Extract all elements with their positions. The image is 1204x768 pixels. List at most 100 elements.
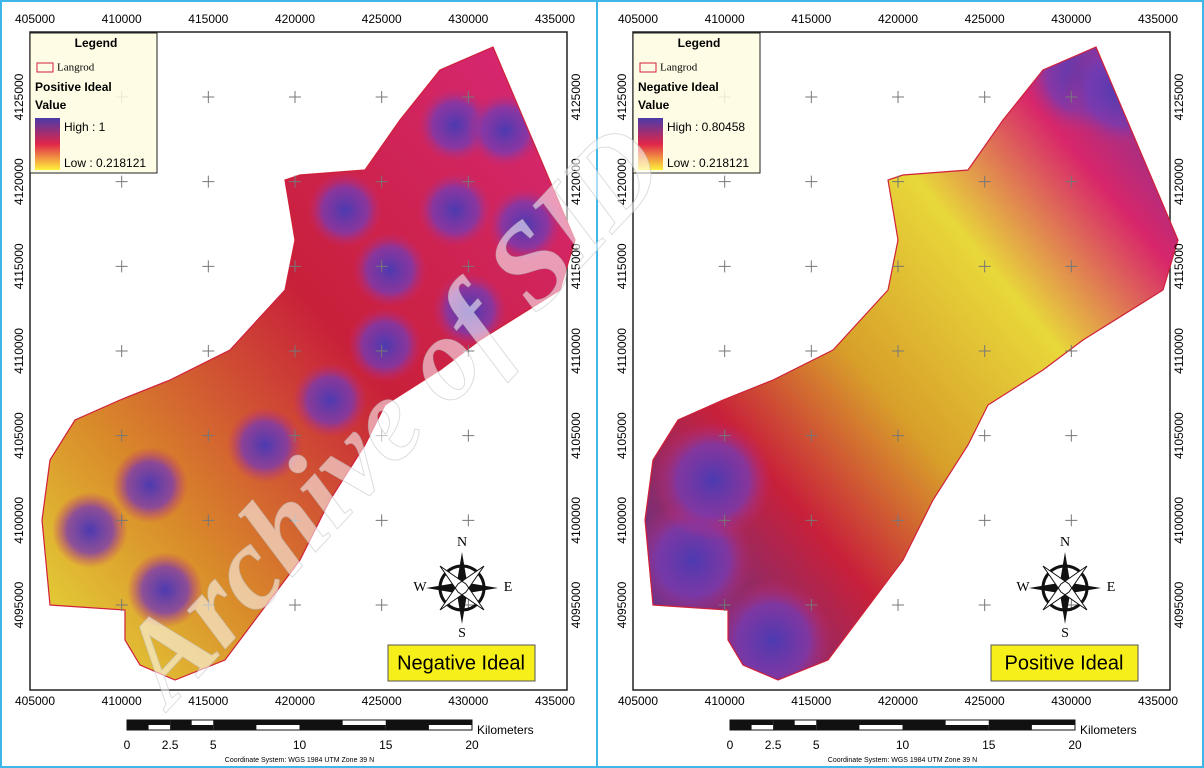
scale-bar-segment xyxy=(816,725,859,730)
legend-field-sub: Value xyxy=(638,98,670,112)
coordinate-system: Coordinate System: WGS 1984 UTM Zone 39 … xyxy=(828,757,977,764)
y-tick-label-right: 4100000 xyxy=(1172,497,1186,544)
legend-high: High : 0.80458 xyxy=(667,120,745,134)
x-tick-label-top: 430000 xyxy=(448,12,488,26)
scale-bar-segment xyxy=(903,720,946,725)
scale-bar-segment xyxy=(989,720,1075,725)
legend-low: Low : 0.218121 xyxy=(667,156,749,170)
x-tick-label-top: 405000 xyxy=(618,12,658,26)
scale-bar-segment xyxy=(989,725,1032,730)
scale-bar-segment xyxy=(773,720,795,725)
legend-ramp xyxy=(35,118,60,170)
x-tick-label-bottom: 415000 xyxy=(791,694,831,708)
legend-low: Low : 0.218121 xyxy=(64,156,146,170)
scale-bar-segment xyxy=(816,720,902,725)
compass-e: E xyxy=(1107,580,1116,595)
scale-bar-segment xyxy=(386,725,429,730)
scale-tick-label: 10 xyxy=(896,738,910,752)
x-tick-label-bottom: 435000 xyxy=(535,694,575,708)
y-tick-label-left: 4120000 xyxy=(12,158,26,205)
raster-cluster xyxy=(52,492,128,568)
scale-tick-label: 20 xyxy=(465,738,479,752)
legend-layer: Langrod xyxy=(57,62,95,74)
y-tick-label-right: 4125000 xyxy=(1172,73,1186,120)
scale-tick-label: 2.5 xyxy=(162,738,179,752)
x-tick-label-top: 430000 xyxy=(1051,12,1091,26)
legend-title: Legend xyxy=(678,36,721,50)
legend-field: Negative Ideal xyxy=(638,80,719,94)
y-tick-label-left: 4100000 xyxy=(12,497,26,544)
compass-n: N xyxy=(1060,535,1070,550)
scale-bar-segment xyxy=(300,725,386,730)
scale-bar-segment xyxy=(300,720,343,725)
raster-cluster xyxy=(112,447,188,523)
compass-n: N xyxy=(457,535,467,550)
scale-bar-segment xyxy=(903,725,989,730)
scale-tick-label: 0 xyxy=(727,738,734,752)
y-tick-label-right: 4110000 xyxy=(1172,328,1186,374)
scale-bar-segment xyxy=(730,725,752,730)
y-tick-label-right: 4110000 xyxy=(569,328,583,374)
scale-tick-label: 0 xyxy=(124,738,131,752)
compass-s: S xyxy=(458,626,466,641)
y-tick-label-right: 4105000 xyxy=(1172,412,1186,459)
y-tick-label-right: 4115000 xyxy=(1172,243,1186,289)
scale-bar-segment xyxy=(213,725,256,730)
raster-cluster xyxy=(653,420,773,540)
x-tick-label-top: 405000 xyxy=(15,12,55,26)
scale-bar-segment xyxy=(170,725,213,730)
y-tick-label-left: 4095000 xyxy=(615,581,629,628)
scale-bar-segment xyxy=(730,720,773,725)
x-tick-label-bottom: 420000 xyxy=(275,694,315,708)
compass-w: W xyxy=(413,580,427,595)
y-tick-label-right: 4100000 xyxy=(569,497,583,544)
x-tick-label-top: 410000 xyxy=(705,12,745,26)
y-tick-label-left: 4105000 xyxy=(12,412,26,459)
legend-layer: Langrod xyxy=(660,62,698,74)
x-tick-label-top: 425000 xyxy=(965,12,1005,26)
y-tick-label-left: 4115000 xyxy=(12,243,26,289)
legend-high: High : 1 xyxy=(64,120,106,134)
y-tick-label-left: 4095000 xyxy=(12,581,26,628)
x-tick-label-top: 410000 xyxy=(102,12,142,26)
x-tick-label-bottom: 420000 xyxy=(878,694,918,708)
x-tick-label-top: 425000 xyxy=(362,12,402,26)
x-tick-label-top: 415000 xyxy=(791,12,831,26)
map-panel: 405000 405000 410000 410000 415000 415000 4200… xyxy=(615,12,1186,764)
scale-tick-label: 15 xyxy=(982,738,996,752)
scale-tick-label: 20 xyxy=(1068,738,1082,752)
legend-title: Legend xyxy=(75,36,118,50)
scale-bar-segment xyxy=(773,725,816,730)
scale-tick-label: 10 xyxy=(293,738,307,752)
x-tick-label-bottom: 410000 xyxy=(102,694,142,708)
x-tick-label-bottom: 425000 xyxy=(362,694,402,708)
scale-unit: Kilometers xyxy=(477,723,534,737)
scale-tick-label: 5 xyxy=(210,738,217,752)
y-tick-label-left: 4110000 xyxy=(615,328,629,374)
y-tick-label-right: 4120000 xyxy=(1172,158,1186,205)
legend-field: Positive Ideal xyxy=(35,80,112,94)
x-tick-label-bottom: 430000 xyxy=(448,694,488,708)
x-tick-label-top: 435000 xyxy=(535,12,575,26)
coordinate-system: Coordinate System: WGS 1984 UTM Zone 39 … xyxy=(225,757,374,764)
compass-w: W xyxy=(1016,580,1030,595)
compass-s: S xyxy=(1061,626,1069,641)
x-tick-label-top: 420000 xyxy=(878,12,918,26)
x-tick-label-top: 420000 xyxy=(275,12,315,26)
y-tick-label-left: 4125000 xyxy=(615,73,629,120)
scale-tick-label: 2.5 xyxy=(765,738,782,752)
x-tick-label-bottom: 405000 xyxy=(15,694,55,708)
panel-label: Positive Ideal xyxy=(1005,652,1124,674)
scale-tick-label: 15 xyxy=(379,738,393,752)
x-tick-label-bottom: 410000 xyxy=(705,694,745,708)
scale-bar-segment xyxy=(127,720,170,725)
x-tick-label-bottom: 425000 xyxy=(965,694,1005,708)
scale-bar-segment xyxy=(386,720,472,725)
y-tick-label-right: 4105000 xyxy=(569,412,583,459)
scale-tick-label: 5 xyxy=(813,738,820,752)
x-tick-label-bottom: 405000 xyxy=(618,694,658,708)
x-tick-label-top: 435000 xyxy=(1138,12,1178,26)
legend-field-sub: Value xyxy=(35,98,67,112)
compass-e: E xyxy=(504,580,513,595)
x-tick-label-bottom: 430000 xyxy=(1051,694,1091,708)
